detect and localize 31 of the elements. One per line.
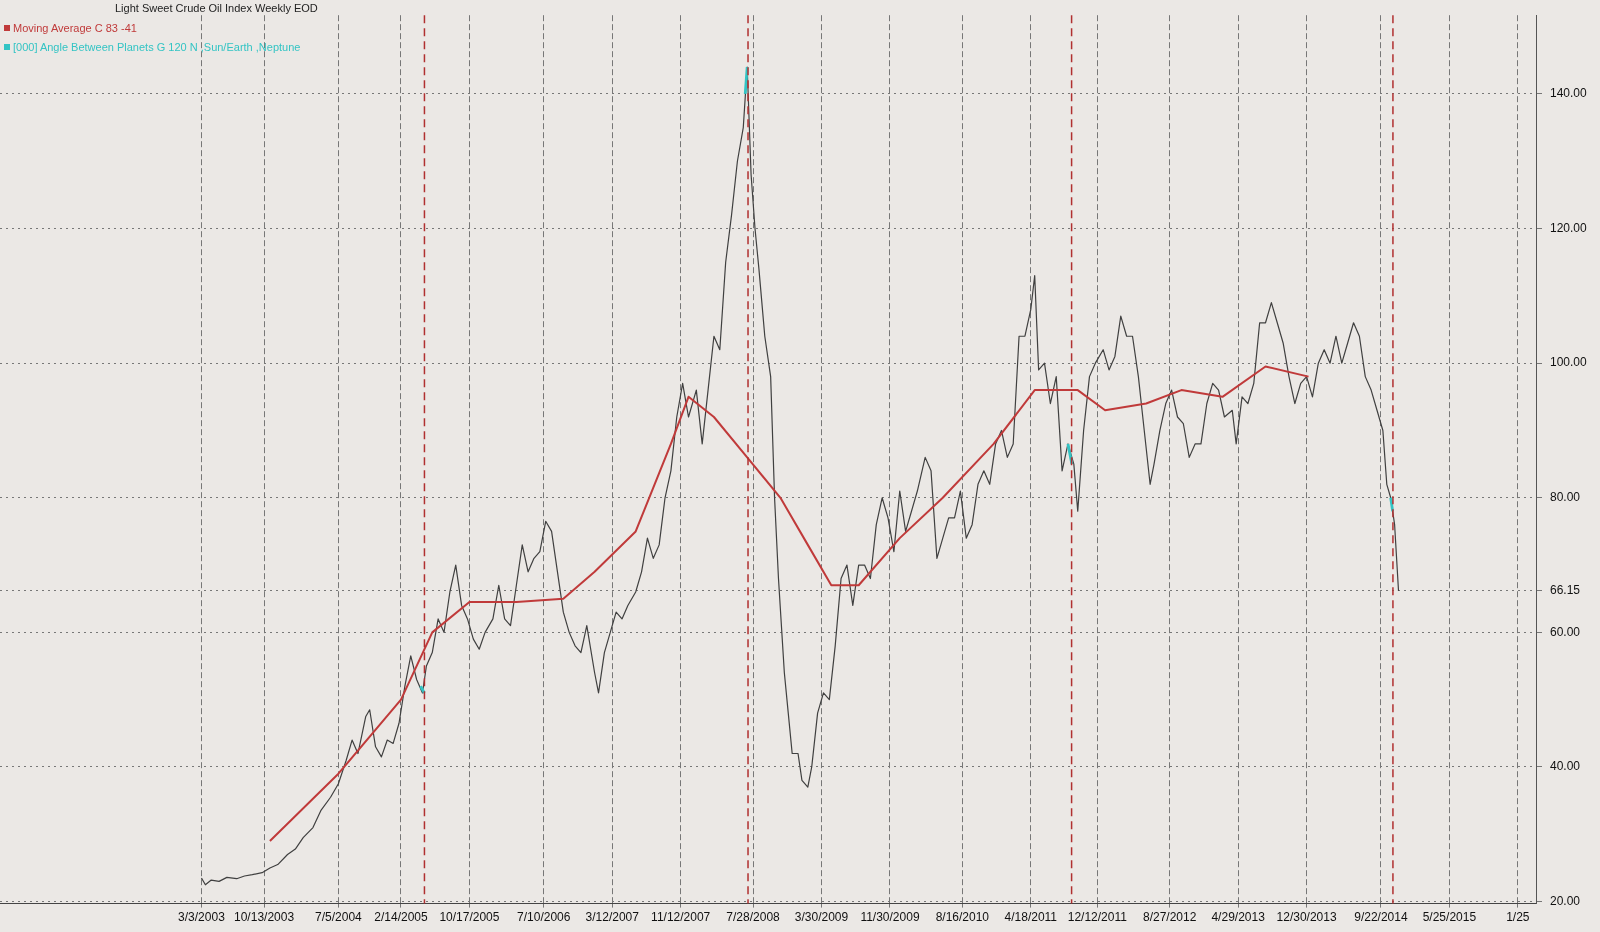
- chart-title: Light Sweet Crude Oil Index Weekly EOD: [115, 2, 318, 15]
- x-tick-label: 8/16/2010: [935, 910, 990, 925]
- y-tick-label: 20.00: [1550, 893, 1581, 908]
- x-tick-label: 1/25: [1506, 910, 1530, 925]
- legend-label: Moving Average C 83 -41: [13, 21, 137, 34]
- x-tick-label: 12/30/2013: [1276, 910, 1337, 925]
- x-tick-label: 4/18/2011: [1004, 910, 1058, 925]
- y-tick-label: 40.00: [1550, 759, 1581, 774]
- x-tick-label: 10/17/2005: [439, 910, 500, 925]
- legend-label: [000] Angle Between Planets G 120 N ,Sun/Earth ,Neptune: [13, 40, 301, 53]
- y-tick-label: 140.00: [1550, 86, 1588, 101]
- y-tick-label: 80.00: [1550, 490, 1581, 505]
- x-tick-label: 2/14/2005: [374, 910, 428, 925]
- y-tick-label: 60.00: [1550, 624, 1581, 639]
- x-tick-label: 9/22/2014: [1354, 910, 1408, 925]
- x-tick-label: 4/29/2013: [1211, 910, 1266, 925]
- x-tick-label: 7/5/2004: [315, 910, 363, 925]
- y-tick-label: 120.00: [1550, 220, 1588, 235]
- x-tick-label: 3/30/2009: [794, 910, 849, 925]
- x-tick-label: 12/12/2011: [1067, 910, 1128, 925]
- x-tick-label: 7/10/2006: [517, 910, 571, 925]
- x-tick-label: 3/3/2003: [178, 910, 226, 925]
- x-tick-label: 7/28/2008: [726, 910, 781, 925]
- y-tick-label: 100.00: [1550, 355, 1588, 370]
- x-tick-label: 10/13/2003: [234, 910, 295, 925]
- y-tick-label: 66.15: [1550, 583, 1581, 598]
- x-tick-label: 5/25/2015: [1422, 910, 1477, 925]
- x-tick-label: 11/12/2007: [651, 910, 711, 925]
- x-tick-label: 11/30/2009: [860, 910, 920, 925]
- x-tick-label: 8/27/2012: [1142, 910, 1197, 925]
- x-tick-label: 3/12/2007: [585, 910, 640, 925]
